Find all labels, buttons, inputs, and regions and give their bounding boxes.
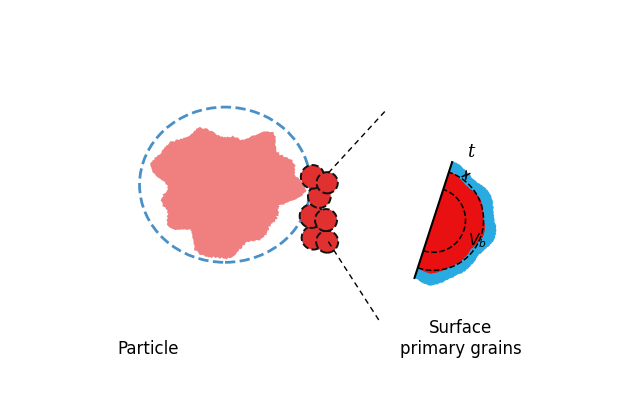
Circle shape bbox=[301, 165, 324, 189]
Text: Particle: Particle bbox=[117, 340, 178, 358]
Text: $V_b$: $V_b$ bbox=[469, 231, 487, 250]
Circle shape bbox=[308, 185, 331, 208]
Circle shape bbox=[316, 231, 338, 253]
Polygon shape bbox=[415, 161, 496, 286]
Polygon shape bbox=[423, 189, 465, 252]
Circle shape bbox=[316, 172, 338, 193]
Text: Surface
primary grains: Surface primary grains bbox=[400, 319, 522, 358]
Text: t: t bbox=[467, 143, 475, 161]
Circle shape bbox=[301, 226, 325, 250]
Polygon shape bbox=[150, 127, 306, 259]
Polygon shape bbox=[418, 172, 485, 274]
Circle shape bbox=[315, 209, 337, 231]
Circle shape bbox=[300, 204, 323, 228]
